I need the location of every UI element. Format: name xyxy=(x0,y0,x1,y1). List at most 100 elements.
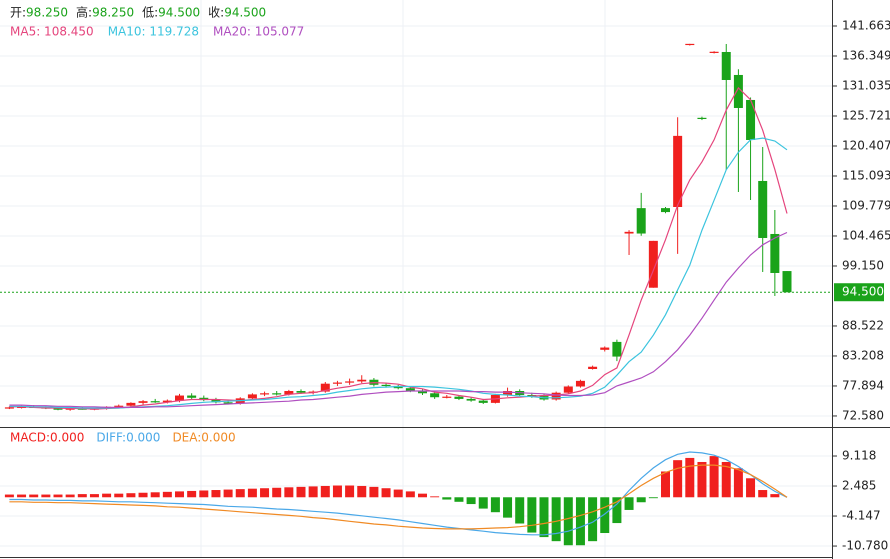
macd-bar xyxy=(539,497,549,538)
macd-bar xyxy=(17,494,27,498)
y-tick-label: 77.894 xyxy=(842,378,884,392)
candle-body xyxy=(381,384,391,387)
legend-entry: DIFF:0.000 xyxy=(96,431,160,445)
candle-body xyxy=(430,393,440,398)
candle-body xyxy=(223,402,233,404)
info-name: 开: xyxy=(10,6,26,20)
candle-body xyxy=(551,392,561,400)
candle-body xyxy=(503,391,513,395)
macd-bar xyxy=(661,471,670,498)
macd-bar xyxy=(357,485,367,498)
last-price-box xyxy=(834,283,884,302)
macd-bar xyxy=(697,461,707,498)
macd-bar xyxy=(308,486,318,498)
candle-body xyxy=(770,233,780,273)
candle-body xyxy=(320,383,330,392)
macd-bar xyxy=(648,497,658,499)
line xyxy=(9,451,788,536)
candle-body xyxy=(746,99,756,140)
macd-bar xyxy=(102,493,112,498)
legend-entry: DEA:0.000 xyxy=(172,431,235,445)
y-tick-label: -10.780 xyxy=(842,539,888,553)
macd-bar xyxy=(430,496,440,498)
candle-body xyxy=(442,396,452,398)
macd-bar xyxy=(478,497,488,509)
macd-bar xyxy=(600,497,610,534)
macd-bar xyxy=(454,497,464,502)
macd-bar xyxy=(320,485,330,498)
y-tick-label: 9.118 xyxy=(842,449,876,463)
candle-body xyxy=(588,366,598,370)
macd-bar xyxy=(490,497,500,513)
macd-bar xyxy=(272,487,282,498)
candle-body xyxy=(758,180,768,238)
macd-bar xyxy=(369,486,379,498)
macd-bar xyxy=(296,486,306,498)
macd-bar xyxy=(563,497,573,546)
candle-body xyxy=(187,395,197,398)
macd-bar xyxy=(381,488,391,498)
macd-bar xyxy=(126,493,136,498)
candle-body xyxy=(636,208,646,234)
info-name: 高: xyxy=(76,5,92,20)
macd-bar xyxy=(223,489,233,498)
macd-bar xyxy=(636,497,646,503)
y-tick-label: 141.663 xyxy=(842,19,890,33)
candle-body xyxy=(162,400,172,403)
macd-bar xyxy=(29,494,39,498)
y-tick-label: -4.147 xyxy=(842,509,881,523)
macd-bar xyxy=(77,494,87,498)
macd-bar xyxy=(53,494,63,498)
info-value: 98.250 xyxy=(26,6,68,20)
candle-body xyxy=(673,135,683,207)
macd-bar xyxy=(405,491,415,498)
y-tick-label: 136.349 xyxy=(842,49,890,63)
macd-bar xyxy=(721,461,731,498)
y-tick-label: 109.779 xyxy=(842,198,890,212)
plot xyxy=(0,25,832,547)
macd-bar xyxy=(758,490,768,498)
macd-bar xyxy=(527,497,537,533)
macd-bar xyxy=(515,497,525,524)
candle-body xyxy=(345,381,355,383)
macd-bar xyxy=(575,497,585,546)
y-tick-label: 83.208 xyxy=(842,348,884,362)
macd-bar xyxy=(588,497,598,542)
macd-bar xyxy=(673,460,683,498)
y-tick-label: 131.035 xyxy=(842,78,890,92)
macd-bar xyxy=(746,478,756,498)
y-tick-label: 125.721 xyxy=(842,108,890,122)
candle-body xyxy=(260,393,270,395)
macd-bar xyxy=(211,490,221,498)
candle-body xyxy=(357,379,367,382)
macd-bar xyxy=(612,497,622,524)
macd-bar xyxy=(393,489,403,498)
candle-body xyxy=(418,391,427,394)
macd-bar xyxy=(733,468,743,498)
candle-body xyxy=(4,407,14,409)
candle-body xyxy=(466,398,476,401)
y-tick-label: 88.522 xyxy=(842,318,884,332)
y-tick-label: 120.407 xyxy=(842,138,890,152)
info-name: 收: xyxy=(208,6,224,20)
macd-bar xyxy=(247,488,257,498)
line xyxy=(9,464,788,530)
macd-bar xyxy=(503,497,513,518)
y-tick-label: 99.150 xyxy=(842,258,884,272)
last-price-label: 94.500 xyxy=(842,285,884,299)
macd-bar xyxy=(345,485,355,498)
candle-body xyxy=(600,347,610,350)
candle-body xyxy=(272,393,282,395)
macd-bar xyxy=(624,497,634,510)
legend-entry: MACD:0.000 xyxy=(10,431,84,445)
candle-body xyxy=(709,51,719,53)
macd-bar xyxy=(65,494,75,498)
candle-body xyxy=(296,391,306,393)
macd-bar xyxy=(4,494,14,498)
y-tick-label: 115.093 xyxy=(842,168,890,182)
line xyxy=(9,137,788,409)
candle-body xyxy=(648,240,658,288)
line xyxy=(9,231,788,408)
y-tick-label: 2.485 xyxy=(842,479,876,493)
